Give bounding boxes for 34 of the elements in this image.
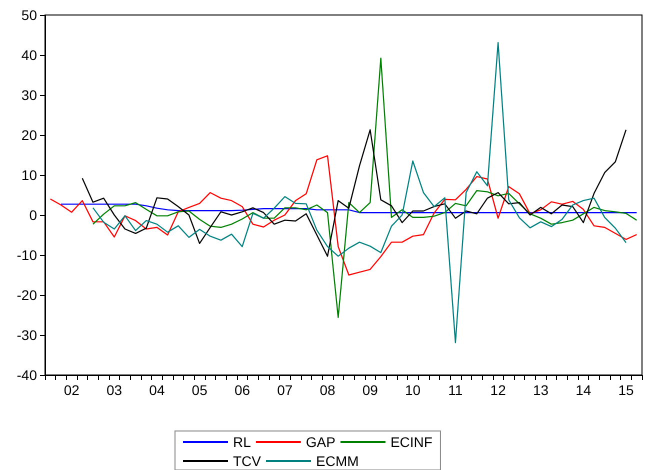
y-tick-label: 0: [29, 207, 38, 223]
y-tick-label: -20: [16, 287, 38, 303]
y-tick-label: -40: [16, 367, 38, 383]
y-tick-label: 50: [21, 7, 38, 23]
x-tick-label: 14: [576, 382, 592, 398]
y-tick-label: 30: [21, 87, 38, 103]
y-tick-label: -10: [16, 247, 38, 263]
y-tick-label: 10: [21, 167, 38, 183]
y-tick-label: 40: [21, 47, 38, 63]
x-tick-label: 02: [64, 382, 80, 398]
x-tick-label: 12: [490, 382, 506, 398]
y-tick-label: -30: [16, 327, 38, 343]
line-series: [50, 155, 638, 276]
x-tick-label: 13: [532, 382, 549, 398]
x-tick-label: 03: [106, 382, 122, 398]
x-tick-label: 10: [405, 382, 421, 398]
x-tick-label: 09: [362, 382, 378, 398]
x-tick-label: 08: [320, 382, 336, 398]
x-tick-label: 06: [234, 382, 250, 398]
legend-label: ECINF: [390, 434, 432, 450]
legend-label: GAP: [306, 434, 336, 450]
x-tick-label: 05: [192, 382, 208, 398]
x-tick-label: 07: [277, 382, 293, 398]
line-series: [60, 204, 638, 214]
x-tick-label: 04: [149, 382, 165, 398]
legend-label: TCV: [233, 453, 262, 469]
x-tick-label: 11: [448, 382, 463, 398]
legend-label: ECMM: [316, 453, 359, 469]
line-series: [82, 129, 627, 257]
line-series: [92, 58, 638, 318]
y-tick-label: 20: [21, 127, 38, 143]
legend-label: RL: [233, 434, 252, 450]
x-tick-label: 15: [618, 382, 634, 398]
line-series: [92, 42, 627, 344]
